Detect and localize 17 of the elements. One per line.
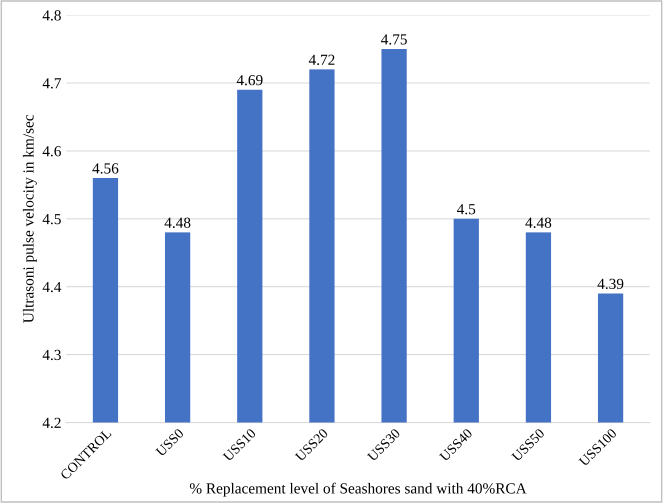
y-tick-label: 4.8	[42, 10, 61, 21]
x-axis-title: % Replacement level of Seashores sand with 40%RCA	[190, 482, 527, 497]
y-tick-label: 4.4	[42, 282, 62, 292]
y-tick-label: 4.5	[42, 214, 61, 224]
data-label: 4.48	[164, 218, 190, 228]
data-label: 4.5	[457, 204, 476, 214]
data-label: 4.48	[525, 218, 552, 228]
y-tick-label: 4.7	[42, 78, 61, 89]
data-label: 4.39	[598, 278, 624, 290]
data-label: 4.69	[236, 75, 263, 86]
data-label: 4.56	[92, 163, 118, 174]
data-label: 4.72	[308, 54, 334, 65]
y-tick-label: 4.6	[42, 146, 61, 156]
data-label: 4.75	[381, 34, 407, 45]
y-tick-label: 4.2	[42, 418, 61, 428]
y-tick-label: 4.3	[42, 350, 61, 360]
y-axis-title: Ultrasoni pulse velocity in km/sec	[22, 114, 37, 323]
